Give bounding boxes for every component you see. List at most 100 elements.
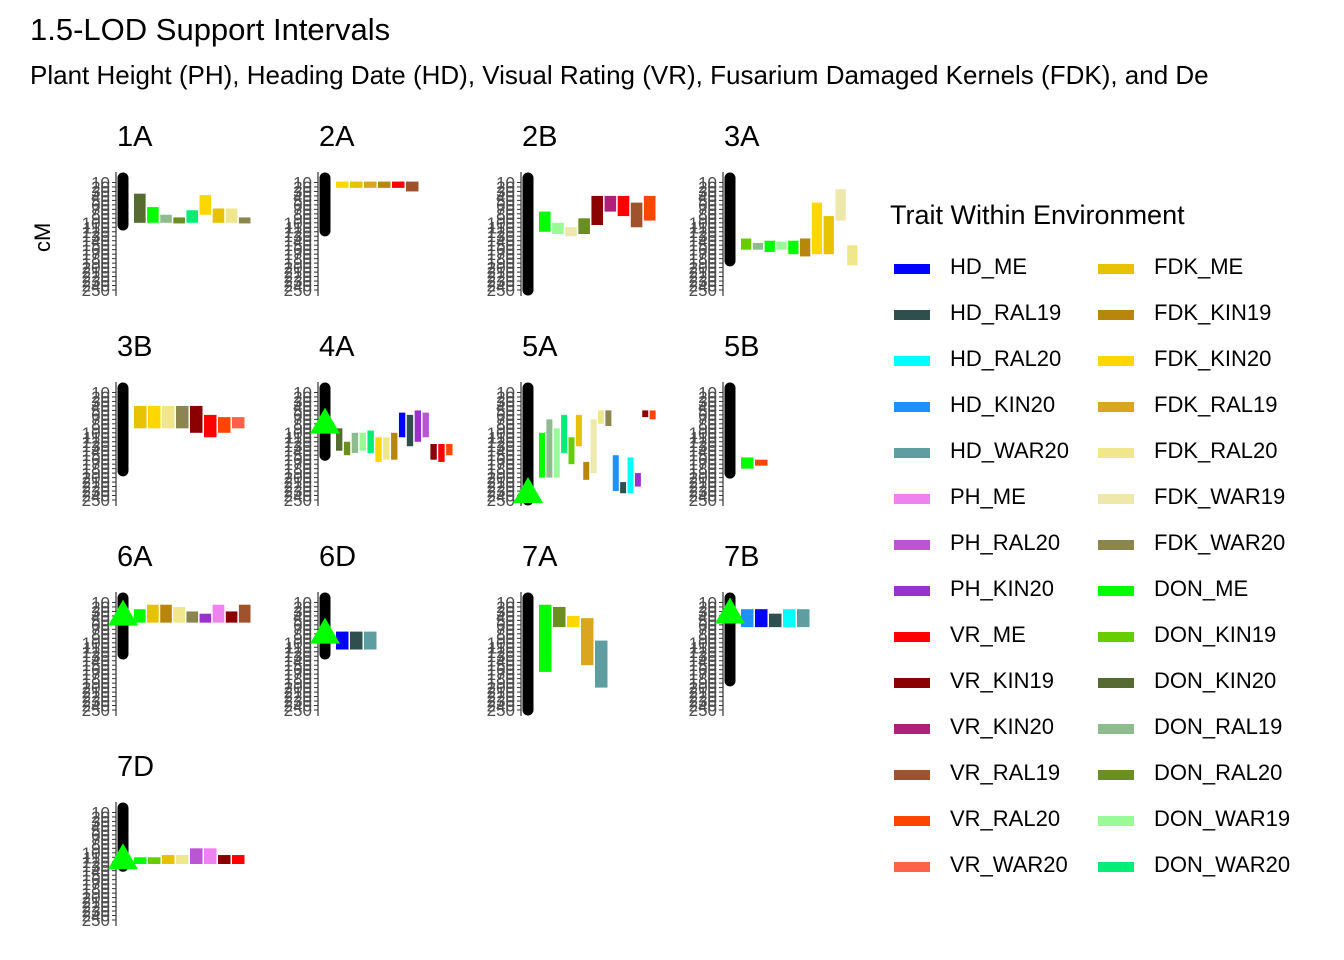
interval-fdk-war20 [605,410,612,427]
y-tick-label: 220 [487,688,515,707]
y-tick-label: 190 [284,254,312,273]
y-tick-label: 240 [82,697,110,716]
y-tick-label: 50 [698,611,717,630]
y-tick-label: 120 [284,643,312,662]
y-tick-label: 140 [487,652,515,671]
y-tick-label: 120 [487,643,515,662]
y-tick-label: 20 [91,808,110,827]
interval-fdk-me [212,208,225,223]
legend-label: PH_KIN20 [950,576,1054,601]
interval-vr-ral19 [630,202,643,228]
y-tick-label: 90 [698,419,717,438]
y-tick-label: 210 [487,683,515,702]
y-tick-label: 160 [689,661,717,680]
y-tick-label: 220 [689,268,717,287]
y-tick-label: 240 [284,697,312,716]
y-tick-label: 180 [82,250,110,269]
y-tick-label: 240 [82,277,110,296]
y-tick-label: 50 [91,401,110,420]
panel-7a: 7A 10203040506070809010011012013014015016… [487,541,608,720]
interval-hd-ral19 [406,414,414,447]
interval-don-war19 [776,241,787,250]
interval-fdk-ral20 [598,410,604,424]
interval-don-war19 [359,432,366,451]
y-tick-label: 220 [82,688,110,707]
y-tick-label: 110 [488,428,515,447]
interval-don-me [741,457,754,469]
y-tick-label: 70 [91,410,110,429]
y-tick-label: 200 [487,679,515,698]
y-tick-label: 110 [83,218,110,237]
y-tick-label: 220 [82,268,110,287]
y-tick-label: 80 [91,415,110,434]
y-tick-label: 230 [284,692,312,711]
interval-hd-ral19 [769,613,782,628]
legend-label: DON_KIN19 [1154,622,1277,647]
y-tick-label: 70 [91,200,110,219]
interval-don-me [788,240,799,255]
y-tick-label: 140 [82,442,110,461]
interval-hd-me [755,609,768,628]
y-tick-label: 50 [698,191,717,210]
legend-key [1098,402,1134,412]
y-tick-label: 240 [487,697,515,716]
y-tick-label: 60 [293,406,312,425]
y-tick-label: 40 [91,607,110,626]
interval-fdk-war19 [590,419,597,474]
panel-title: 2B [522,121,557,153]
interval-don-ral20 [173,217,185,224]
y-tick-label: 80 [698,415,717,434]
y-tick-label: 70 [293,620,312,639]
y-tick-label: 200 [487,259,515,278]
legend-label: FDK_RAL20 [1154,438,1278,463]
legend-key [894,770,930,780]
y-tick-label: 90 [293,419,312,438]
interval-fdk-war20 [238,217,251,224]
interval-fdk-ral19 [364,181,377,188]
interval-don-war19 [553,428,560,478]
y-tick-label: 180 [487,250,515,269]
y-tick-label: 180 [284,670,312,689]
y-tick-label: 220 [689,478,717,497]
y-tick-label: 250 [689,281,717,300]
y-tick-label: 250 [284,281,312,300]
y-tick-label: 250 [487,281,515,300]
y-tick-label: 120 [82,223,110,242]
interval-don-me [539,604,552,672]
y-tick-label: 250 [82,911,110,930]
y-tick-label: 70 [496,200,515,219]
y-tick-label: 160 [487,241,515,260]
qtl-peak-marker [715,597,745,624]
y-tick-label: 160 [284,451,312,470]
legend-label: VR_WAR20 [950,852,1068,877]
y-tick-label: 140 [689,652,717,671]
interval-don-me [147,207,159,223]
legend-key [894,264,930,274]
legend-label: HD_RAL20 [950,346,1062,371]
legend-label: VR_RAL20 [950,806,1061,831]
panel-title: 2A [319,121,355,153]
y-tick-label: 240 [689,697,717,716]
y-tick-label: 50 [698,401,717,420]
y-tick-label: 30 [496,602,515,621]
interval-fdk-kin20 [199,195,212,215]
y-tick-label: 230 [487,692,515,711]
y-tick-label: 30 [293,182,312,201]
y-tick-label: 190 [284,464,312,483]
legend-label: VR_ME [950,622,1026,647]
legend-label: DON_ME [1154,576,1249,601]
y-tick-label: 120 [82,643,110,662]
legend-label: HD_KIN20 [950,392,1056,417]
interval-don-kin19 [741,238,752,250]
interval-hd-ral19 [620,482,627,494]
interval-vr-kin19 [591,195,604,226]
interval-vr-kin20 [604,195,617,212]
y-tick-label: 180 [284,460,312,479]
y-tick-label: 60 [293,196,312,215]
y-tick-label: 210 [284,263,312,282]
interval-fdk-me [147,604,159,623]
y-tick-label: 40 [698,607,717,626]
panel-title: 5A [522,331,558,363]
interval-vr-kin19 [190,405,203,433]
y-tick-label: 70 [698,410,717,429]
